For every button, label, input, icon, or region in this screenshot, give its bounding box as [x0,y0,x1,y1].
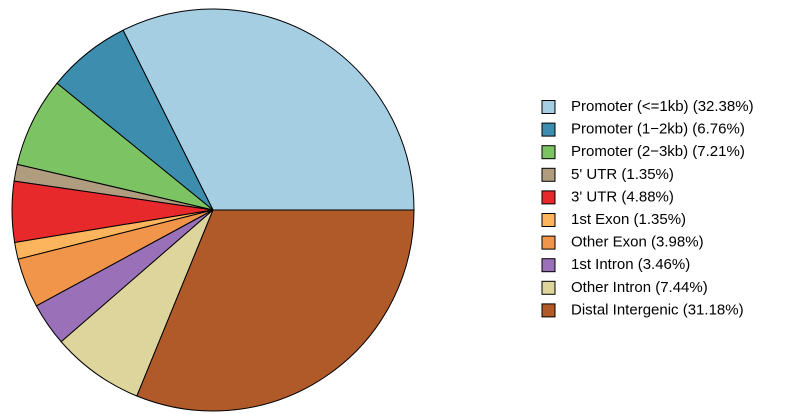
legend-swatch [541,235,556,250]
legend-swatch [541,258,556,273]
legend-swatch [541,280,556,295]
legend-label: Other Intron (7.44%) [571,279,708,296]
legend-swatch [541,167,556,182]
pie-slice [122,8,415,211]
legend-label: Promoter (<=1kb) (32.38%) [571,98,754,115]
legend-label: Distal Intergenic (31.18%) [571,301,744,318]
legend-swatch [541,122,556,137]
legend-label: 5' UTR (1.35%) [571,166,674,183]
legend-label: Promoter (1−2kb) (6.76%) [571,121,745,138]
legend-swatch [541,213,556,227]
legend-label: 3' UTR (4.88%) [571,188,674,205]
pie-slice [136,209,415,412]
legend-swatch [541,100,556,114]
legend-swatch [541,145,556,160]
legend-label: Promoter (2−3kb) (7.21%) [571,143,745,160]
legend-label: 1st Intron (3.46%) [571,256,690,273]
legend-label: 1st Exon (1.35%) [571,211,686,228]
legend-label: Other Exon (3.98%) [571,234,704,251]
legend-swatch [541,190,556,205]
legend-swatch [541,303,556,318]
